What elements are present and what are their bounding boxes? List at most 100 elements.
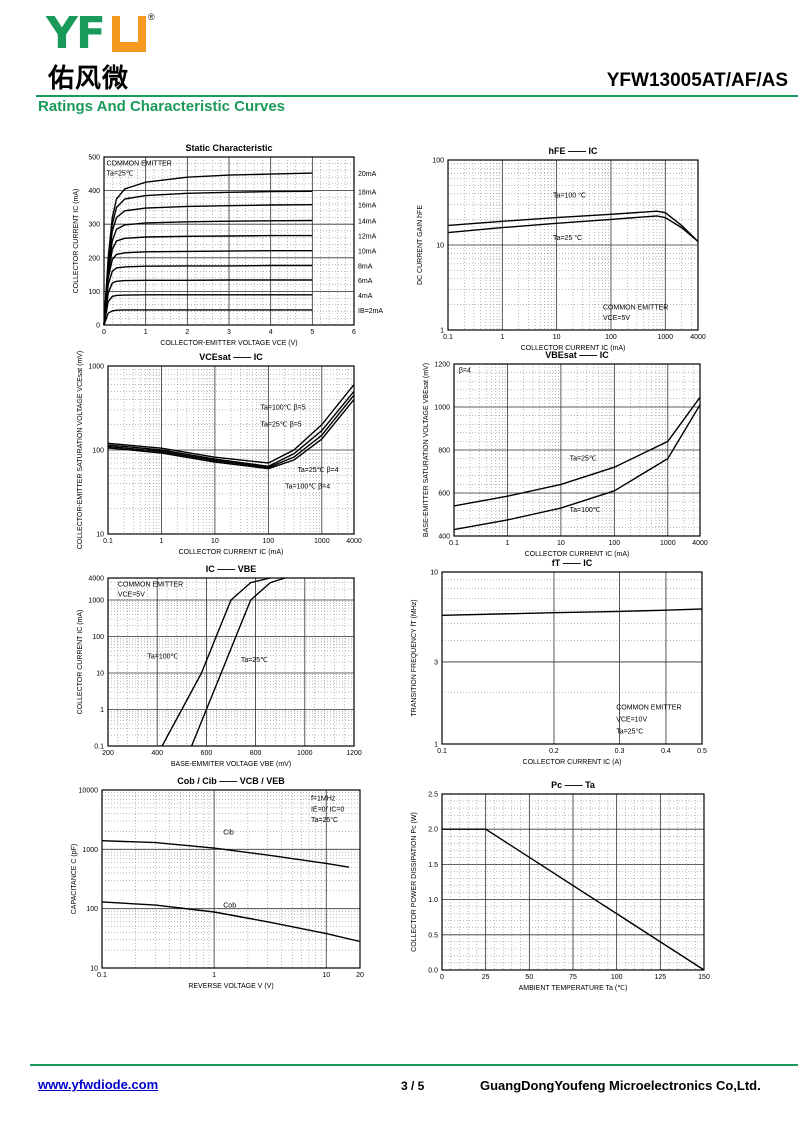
- y-tick-label: 1200: [434, 362, 450, 369]
- footer-divider: [30, 1064, 798, 1066]
- x-axis-label: REVERSE VOLTAGE V (V): [188, 983, 273, 990]
- series-line: [161, 577, 271, 747]
- chart-title: VBEsat —— IC: [545, 350, 609, 360]
- y-tick-label: 10: [430, 570, 438, 577]
- y-tick-label: 1000: [434, 405, 450, 412]
- y-axis-label: BASE-EMITTER SATURATION VOLTAGE VBEsat (…: [423, 363, 430, 537]
- y-tick-label: 100: [92, 448, 104, 455]
- series-line: [447, 215, 699, 243]
- ic-vbe-chart: 200 400 600 800 1000 1200 0.1 1 10 100 1000 4000 IC …: [77, 564, 362, 768]
- pc-ta-chart: 0 25 50 75 100 125 150 0.0 0.5 1.0 1.5 2.0 2.5 Pc —— …: [411, 780, 710, 992]
- plot-frame: [441, 793, 705, 971]
- y-tick-label: 1.5: [428, 862, 438, 869]
- y-tick-label: 100: [86, 906, 98, 913]
- x-tick-label: 1: [500, 334, 504, 341]
- plot-frame: [453, 363, 701, 537]
- y-tick-label: 1000: [88, 597, 104, 604]
- x-tick-label: 10: [557, 540, 565, 547]
- y-tick-label: 4000: [88, 576, 104, 583]
- chart-title: Static Characteristic: [185, 143, 272, 153]
- annotation: Ta=25℃: [107, 170, 134, 177]
- x-tick-label: 50: [525, 974, 533, 981]
- series-label: 16mA: [358, 203, 377, 210]
- x-tick-label: 400: [151, 750, 163, 757]
- series-label: Ta=25℃ β=4: [297, 467, 338, 474]
- section-title: Ratings And Characteristic Curves: [38, 98, 286, 115]
- series-line: [442, 828, 705, 971]
- x-tick-label: 10: [553, 334, 561, 341]
- chart-title: IC —— VBE: [206, 564, 257, 574]
- annotation: f=1MHz: [311, 796, 336, 803]
- y-tick-label: 10: [96, 670, 104, 677]
- x-tick-label: 3: [227, 329, 231, 336]
- page-header: YF ® 佑风微 YFW13005AT/AF/AS: [0, 0, 800, 120]
- series-line: [103, 172, 313, 326]
- website-link[interactable]: www.yfwdiode.com: [38, 1077, 159, 1092]
- x-tick-label: 1: [144, 329, 148, 336]
- series-label: 8mA: [358, 264, 373, 271]
- series-line: [453, 396, 701, 507]
- x-axis-label: COLLECTOR-EMITTER VOLTAGE VCE (V): [160, 340, 297, 347]
- plot-frame: [447, 159, 699, 331]
- y-tick-label: 10: [90, 966, 98, 973]
- x-tick-label: 10: [211, 538, 219, 545]
- x-axis-label: COLLECTOR CURRENT IC (mA): [179, 549, 284, 556]
- y-tick-label: 200: [88, 255, 100, 262]
- x-axis-label: COLLECTOR CURRENT IC (mA): [521, 345, 626, 352]
- y-tick-label: 10: [96, 532, 104, 539]
- chart-title: Pc —— Ta: [551, 780, 596, 790]
- chart-title: VCEsat —— IC: [199, 352, 263, 362]
- x-tick-label: 100: [605, 334, 617, 341]
- y-axis-label: DC CURRENT GAIN hFE: [417, 205, 424, 285]
- y-tick-label: 100: [432, 158, 444, 165]
- static-characteristic-chart: 0 1 2 3 4 5 6 0 100 200 300 400 500 Static Characteri…: [73, 143, 383, 347]
- series-label: IB=2mA: [358, 308, 383, 315]
- x-tick-label: 1: [506, 540, 510, 547]
- series-label: Ta=25℃: [570, 455, 597, 462]
- plot-frame: [101, 789, 361, 969]
- x-tick-label: 1000: [660, 540, 676, 547]
- series-label: Ta=100℃ β=5: [261, 405, 306, 412]
- x-tick-label: 0.1: [443, 334, 453, 341]
- part-number: YFW13005AT/AF/AS: [606, 70, 788, 91]
- series-line: [101, 901, 361, 943]
- x-tick-label: 25: [482, 974, 490, 981]
- logo-chinese-name: 佑风微: [48, 64, 130, 94]
- chart-title: Cob / Cib —— VCB / VEB: [177, 776, 285, 786]
- x-tick-label: 1000: [297, 750, 313, 757]
- series-line: [103, 234, 313, 326]
- series-label: 10mA: [358, 249, 377, 256]
- annotation: COMMON EMITTER: [118, 581, 183, 588]
- annotation: β=4: [459, 368, 471, 375]
- series-label: 4mA: [358, 293, 373, 300]
- annotation: VCE=10V: [616, 717, 647, 724]
- x-tick-label: 2: [185, 329, 189, 336]
- y-tick-label: 300: [88, 222, 100, 229]
- company-logo: YF ® 佑风微: [46, 12, 156, 95]
- y-tick-label: 0.1: [94, 744, 104, 751]
- annotation: IE=0/ IC=0: [311, 806, 345, 813]
- x-tick-label: 4: [269, 329, 273, 336]
- x-tick-label: 800: [250, 750, 262, 757]
- x-tick-label: 20: [356, 972, 364, 979]
- y-tick-label: 100: [88, 289, 100, 296]
- x-tick-label: 1: [160, 538, 164, 545]
- y-tick-label: 2.0: [428, 827, 438, 834]
- series-label: Ta=25℃ β=5: [261, 421, 302, 428]
- y-axis-label: TRANSITION FREQUENCY fT (MHz): [411, 599, 418, 716]
- x-tick-label: 0: [102, 329, 106, 336]
- x-axis-label: COLLECTOR CURRENT IC (A): [523, 759, 622, 766]
- series-line: [107, 394, 355, 469]
- x-tick-label: 100: [263, 538, 275, 545]
- y-tick-label: 1: [434, 742, 438, 749]
- series-line: [107, 390, 355, 468]
- annotation: VCE=5V: [118, 591, 145, 598]
- annotation: Ta=25°C: [311, 816, 338, 824]
- x-tick-label: 10: [322, 972, 330, 979]
- y-tick-label: 2.5: [428, 792, 438, 799]
- x-tick-label: 600: [201, 750, 213, 757]
- x-tick-label: 1200: [346, 750, 362, 757]
- header-divider: [36, 95, 798, 97]
- company-name: GuangDongYoufeng Microelectronics Co,Ltd…: [480, 1078, 761, 1093]
- y-tick-label: 0.5: [428, 932, 438, 939]
